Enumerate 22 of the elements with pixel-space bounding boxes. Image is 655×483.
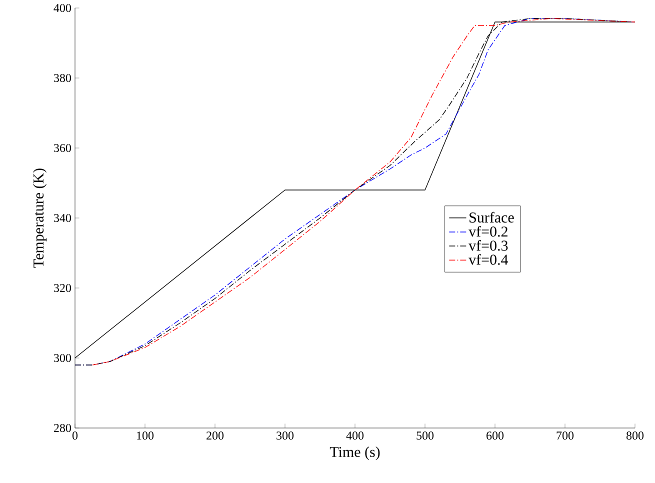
legend-label: vf=0.2 [468, 226, 508, 237]
y-tick-label: 280 [54, 424, 72, 432]
y-tick-label: 360 [54, 144, 72, 152]
y-tick-label: 340 [54, 214, 72, 222]
x-axis-title: Time (s) [330, 446, 380, 460]
y-tick-label: 400 [54, 4, 72, 12]
x-tick-label: 600 [486, 432, 504, 440]
legend-label: vf=0.4 [468, 254, 508, 265]
y-tick-label: 380 [54, 74, 72, 82]
x-tick-label: 0 [72, 432, 78, 440]
x-tick-label: 300 [276, 432, 294, 440]
x-tick-label: 100 [137, 432, 154, 440]
x-tick-label: 700 [556, 432, 574, 440]
legend-label: Surface [470, 212, 514, 223]
x-tick-label: 800 [626, 432, 644, 440]
x-tick-label: 400 [346, 432, 364, 440]
legend-label: vf=0.3 [468, 240, 508, 251]
x-tick-label: 200 [206, 432, 224, 440]
y-axis-title: Temperature (K) [33, 168, 47, 268]
y-tick-label: 300 [54, 354, 72, 362]
y-tick-label: 320 [54, 284, 72, 292]
x-tick-label: 500 [416, 432, 434, 440]
